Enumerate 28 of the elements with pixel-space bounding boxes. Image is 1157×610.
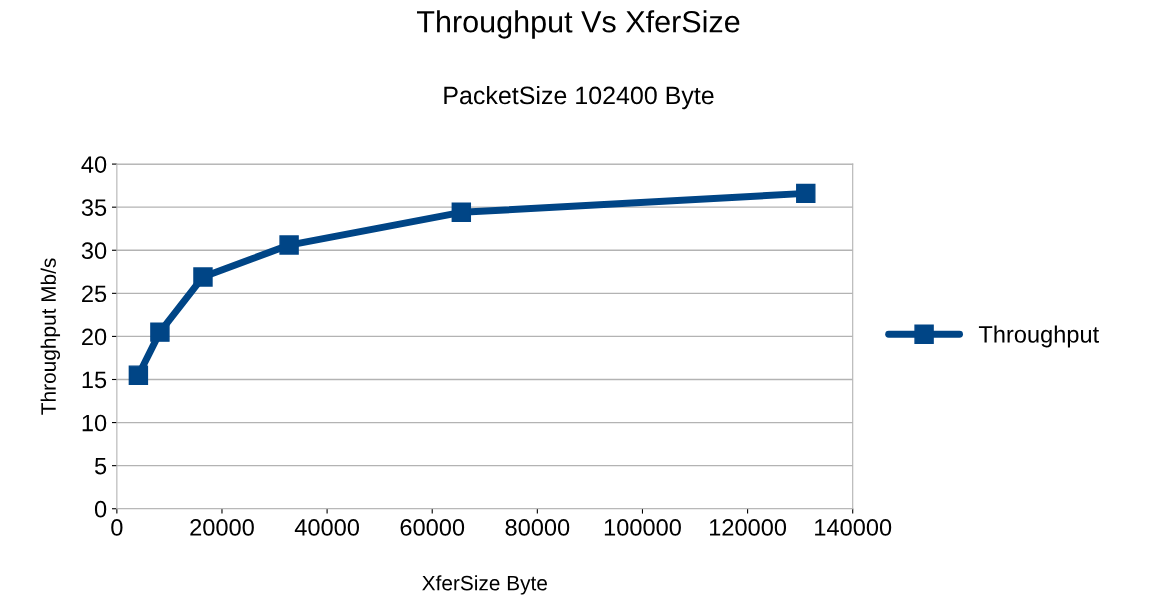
- point: [128, 365, 149, 385]
- x-tick-label: 140000: [815, 519, 892, 536]
- chart-title: Throughput Vs XferSize: [417, 10, 740, 39]
- x-tick-label: 40000: [294, 519, 360, 536]
- y-tick-label: 5: [94, 457, 107, 475]
- y-tick-label: 30: [81, 242, 107, 260]
- y-axis-title: Throughput Mb/s: [40, 258, 61, 415]
- y-tick-label: 35: [81, 199, 107, 216]
- y-tick-label: 20: [82, 328, 107, 346]
- y-tick-label: 40: [81, 156, 107, 173]
- x-axis-title: XferSize Byte: [422, 575, 547, 595]
- x-tick-label: 100000: [604, 519, 681, 536]
- point: [193, 267, 213, 287]
- legend-label: Throughput: [978, 325, 1099, 348]
- point: [451, 202, 472, 223]
- chart-subtitle: PacketSize 102400 Byte: [444, 85, 714, 110]
- point: [279, 235, 299, 255]
- y-tick-label: 25: [82, 285, 107, 303]
- x-tick-label: 0: [111, 519, 123, 536]
- point: [796, 183, 816, 204]
- y-tick-label: 15: [82, 371, 107, 389]
- y-tick-label: 0: [94, 500, 107, 518]
- x-tick-label: 120000: [710, 519, 787, 536]
- x-tick-label: 60000: [400, 519, 465, 536]
- x-tick-label: 20000: [190, 519, 254, 536]
- x-tick-label: 80000: [505, 519, 570, 536]
- y-tick-label: 10: [82, 414, 107, 432]
- point: [150, 322, 170, 342]
